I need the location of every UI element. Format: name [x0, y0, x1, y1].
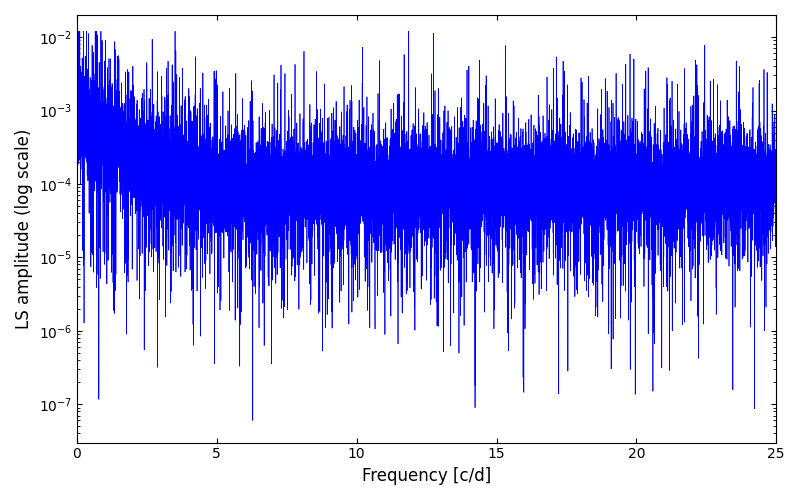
X-axis label: Frequency [c/d]: Frequency [c/d] — [362, 467, 491, 485]
Y-axis label: LS amplitude (log scale): LS amplitude (log scale) — [15, 128, 33, 329]
